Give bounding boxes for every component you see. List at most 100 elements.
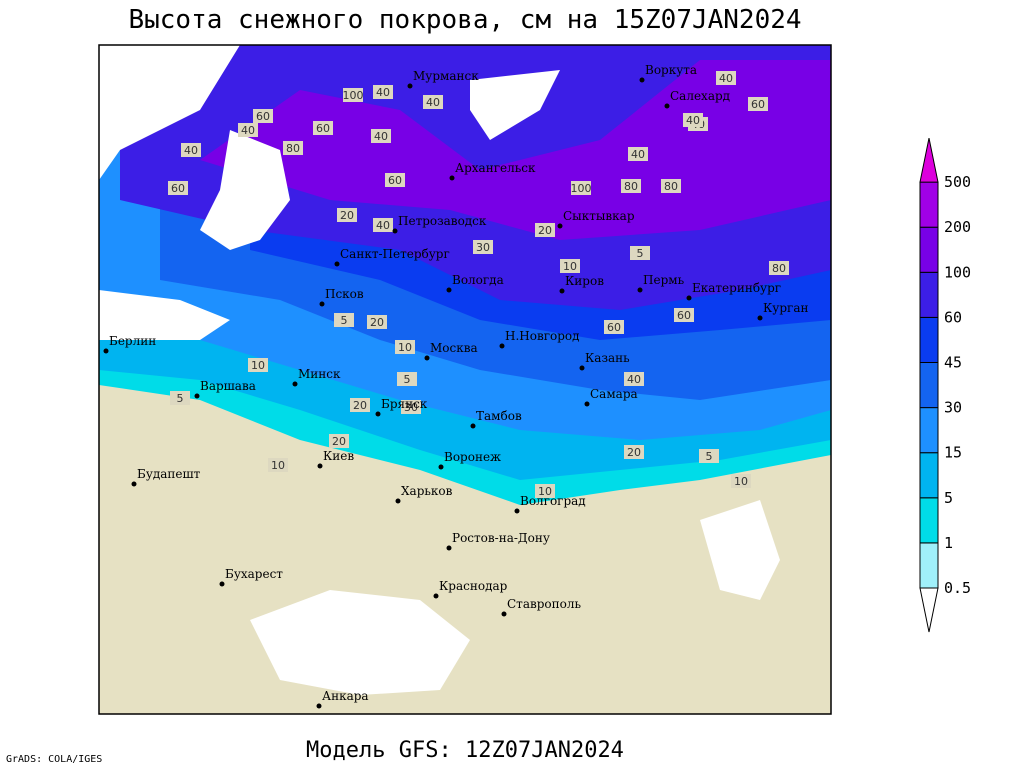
city-dot bbox=[433, 593, 439, 599]
city-label: Салехард bbox=[670, 89, 730, 103]
contour-label-box bbox=[329, 434, 349, 448]
city-label: Воронеж bbox=[444, 450, 501, 464]
city-label: Харьков bbox=[401, 484, 453, 498]
contour-label: 100 bbox=[343, 89, 364, 102]
city-dot bbox=[757, 315, 763, 321]
city-label: Воркута bbox=[645, 63, 697, 77]
legend-swatch bbox=[919, 452, 939, 499]
legend-label: 45 bbox=[944, 354, 962, 372]
city-dot bbox=[639, 77, 645, 83]
city-dot bbox=[686, 295, 692, 301]
contour-label: 40 bbox=[376, 86, 390, 99]
legend-label: 5 bbox=[944, 489, 953, 507]
legend-label: 15 bbox=[944, 444, 962, 462]
legend-label: 100 bbox=[944, 263, 971, 281]
city-label: Сыктывкар bbox=[563, 209, 635, 223]
contour-label: 40 bbox=[184, 144, 198, 157]
legend-swatch bbox=[919, 587, 939, 633]
legend-swatch bbox=[919, 271, 939, 318]
contour-label-box bbox=[337, 208, 357, 222]
contour-label-box bbox=[535, 223, 555, 237]
city-dot bbox=[557, 223, 563, 229]
contour-label: 10 bbox=[271, 459, 285, 472]
contour-label: 60 bbox=[256, 110, 270, 123]
contour-label: 20 bbox=[627, 446, 641, 459]
city-label: Москва bbox=[430, 341, 478, 355]
contour-label-box bbox=[313, 121, 333, 135]
contour-label-box bbox=[401, 400, 421, 414]
city-label: Минск bbox=[298, 367, 341, 381]
contour-label-box bbox=[367, 315, 387, 329]
contour-label-box bbox=[699, 449, 719, 463]
legend-swatch bbox=[919, 181, 939, 228]
city-dot bbox=[446, 287, 452, 293]
contour-label: 40 bbox=[374, 130, 388, 143]
snow-zone bbox=[200, 60, 831, 240]
contour-label: 20 bbox=[370, 316, 384, 329]
city-label: Киров bbox=[565, 274, 604, 288]
city-dot bbox=[334, 261, 340, 267]
city-label: Курган bbox=[763, 301, 808, 315]
contour-label: 40 bbox=[719, 72, 733, 85]
contour-label-box bbox=[283, 141, 303, 155]
contour-label: 40 bbox=[631, 148, 645, 161]
legend-swatch bbox=[919, 362, 939, 409]
contour-label-box bbox=[238, 123, 258, 137]
contour-label: 60 bbox=[171, 182, 185, 195]
contour-label-box bbox=[168, 181, 188, 195]
sea bbox=[700, 500, 780, 600]
contour-label-box bbox=[769, 261, 789, 275]
city-dot bbox=[375, 411, 381, 417]
contour-label: 20 bbox=[353, 399, 367, 412]
city-label: Н.Новгород bbox=[505, 329, 580, 343]
contour-label-box bbox=[624, 445, 644, 459]
city-label: Мурманск bbox=[413, 69, 479, 83]
contour-label: 80 bbox=[286, 142, 300, 155]
city-dot bbox=[317, 463, 323, 469]
contour-label: 40 bbox=[627, 373, 641, 386]
sea bbox=[99, 45, 240, 180]
contour-label-box bbox=[571, 181, 591, 195]
contour-label: 5 bbox=[177, 392, 184, 405]
legend-swatch bbox=[919, 497, 939, 544]
city-dot bbox=[499, 343, 505, 349]
city-dot bbox=[579, 365, 585, 371]
city-dot bbox=[446, 545, 452, 551]
city-dot bbox=[470, 423, 476, 429]
city-label: Ростов-на-Дону bbox=[452, 531, 550, 545]
city-dot bbox=[392, 228, 398, 234]
contour-label-box bbox=[624, 372, 644, 386]
sea bbox=[99, 290, 230, 340]
contour-label: 5 bbox=[404, 373, 411, 386]
credit: GrADS: COLA/IGES bbox=[6, 754, 102, 765]
city-label: Анкара bbox=[322, 689, 369, 703]
city-label: Псков bbox=[325, 287, 364, 301]
contour-label: 20 bbox=[340, 209, 354, 222]
city-label: Архангельск bbox=[455, 161, 536, 175]
city-label: Краснодар bbox=[439, 579, 508, 593]
city-dot bbox=[501, 611, 507, 617]
contour-label: 5 bbox=[706, 450, 713, 463]
contour-label: 20 bbox=[332, 435, 346, 448]
contour-label-box bbox=[268, 458, 288, 472]
sea bbox=[200, 130, 290, 250]
contour-label-box bbox=[350, 398, 370, 412]
city-label: Казань bbox=[585, 351, 630, 365]
contour-label-box bbox=[248, 358, 268, 372]
contour-label: 60 bbox=[751, 98, 765, 111]
contour-label: 80 bbox=[624, 180, 638, 193]
contour-label: 20 bbox=[538, 224, 552, 237]
city-dot bbox=[514, 508, 520, 514]
city-dot bbox=[319, 301, 325, 307]
contour-label: 40 bbox=[376, 219, 390, 232]
city-dot bbox=[559, 288, 565, 294]
city-label: Екатеринбург bbox=[692, 281, 781, 295]
contour-label-box bbox=[630, 246, 650, 260]
city-label: Самара bbox=[590, 387, 638, 401]
city-dot bbox=[664, 103, 670, 109]
contour-label: 10 bbox=[398, 341, 412, 354]
legend-label: 30 bbox=[944, 399, 962, 417]
contour-label-box bbox=[674, 308, 694, 322]
